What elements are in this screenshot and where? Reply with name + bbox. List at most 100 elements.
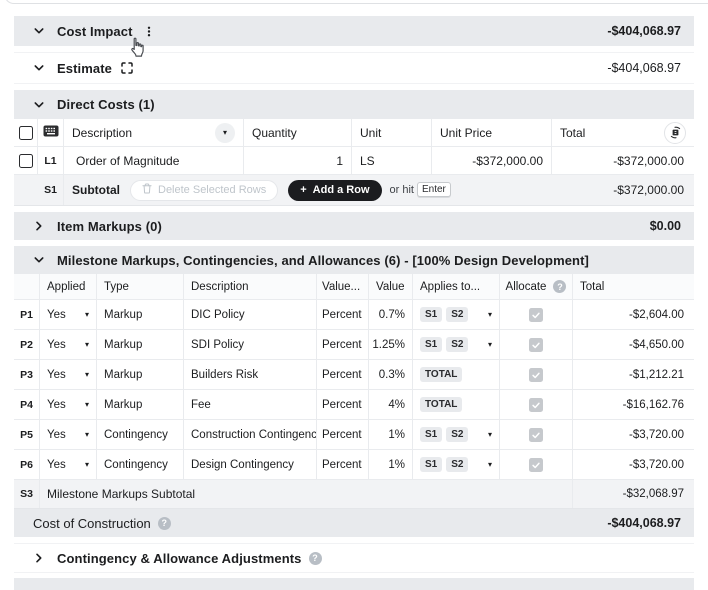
section-estimate[interactable]: Estimate -$404,068.97	[14, 52, 694, 84]
next-section-strip	[14, 578, 694, 590]
applied-dropdown[interactable]: Yes ▾	[40, 300, 97, 329]
description-cell[interactable]: Order of Magnitude	[64, 147, 244, 174]
allocate-checkbox[interactable]	[529, 307, 543, 322]
description-cell[interactable]: Construction Contingency	[184, 420, 317, 449]
type-cell[interactable]: Markup	[97, 360, 184, 389]
applies-to-dropdown[interactable]: S1 S2 ▾	[413, 330, 500, 359]
chevron-down-icon[interactable]	[33, 99, 45, 111]
keyboard-icon[interactable]	[43, 125, 59, 140]
description-cell[interactable]: Fee	[184, 390, 317, 419]
chevron-right-icon[interactable]	[33, 220, 45, 232]
subtotal-total: -$32,068.97	[622, 488, 684, 500]
row-checkbox[interactable]	[18, 153, 33, 168]
kebab-menu-icon[interactable]	[143, 25, 155, 38]
description-cell[interactable]: Builders Risk	[184, 360, 317, 389]
value-type-cell[interactable]: Percent	[317, 300, 369, 329]
value-cell[interactable]: 4%	[369, 390, 413, 419]
cost-of-construction-help-icon[interactable]: ?	[157, 516, 171, 530]
allocate-checkbox[interactable]	[529, 367, 543, 382]
type-cell[interactable]: Contingency	[97, 450, 184, 479]
unit-cell[interactable]: LS	[352, 147, 432, 174]
applies-to-dropdown[interactable]: TOTAL	[413, 360, 500, 389]
milestone-row-P3: P3 Yes ▾ Markup Builders Risk Percent 0.3…	[14, 360, 694, 390]
milestone-subtotal-row: S3 Milestone Markups Subtotal -$32,068.9…	[14, 480, 694, 508]
section-contingency-adjustments[interactable]: Contingency & Allowance Adjustments ?	[14, 543, 694, 573]
quantity-value: 1	[336, 153, 343, 168]
chevron-down-icon[interactable]	[33, 254, 45, 266]
value-type-cell[interactable]: Percent	[317, 360, 369, 389]
allocate-checkbox[interactable]	[529, 337, 543, 352]
table-sync-icon[interactable]	[664, 121, 686, 144]
row-label-cell: P6	[14, 450, 40, 479]
description-cell[interactable]: Design Contingency	[184, 450, 317, 479]
unit-value: LS	[360, 153, 375, 168]
applies-to-dropdown[interactable]: S1 S2 ▾	[413, 300, 500, 329]
add-row-button[interactable]: + Add a Row	[288, 179, 382, 201]
unit-price-cell[interactable]: -$372,000.00	[432, 147, 552, 174]
type-cell[interactable]: Markup	[97, 300, 184, 329]
description-cell[interactable]: SDI Policy	[184, 330, 317, 359]
value-type-cell[interactable]: Percent	[317, 450, 369, 479]
type-cell[interactable]: Markup	[97, 390, 184, 419]
allocate-help-icon[interactable]: ?	[553, 280, 567, 293]
applies-chip: S2	[446, 337, 469, 352]
value-type-cell[interactable]: Percent	[317, 420, 369, 449]
description-column-menu[interactable]: ▾	[215, 122, 235, 143]
description-cell[interactable]: DIC Policy	[184, 300, 317, 329]
chevron-right-icon[interactable]	[33, 552, 45, 564]
cost-impact-panel: Cost Impact -$404,068.97 Estimate -$404,…	[14, 16, 694, 590]
delete-selected-rows-button[interactable]: Delete Selected Rows	[130, 179, 279, 201]
allocate-checkbox[interactable]	[529, 427, 543, 442]
section-cost-impact[interactable]: Cost Impact -$404,068.97	[14, 16, 694, 46]
total-cell: -$372,000.00	[552, 147, 694, 174]
milestone-row-P5: P5 Yes ▾ Contingency Construction Conting…	[14, 420, 694, 450]
applies-to-dropdown[interactable]: S1 S2 ▾	[413, 450, 500, 479]
row-label-cell: P4	[14, 390, 40, 419]
select-all-cell	[14, 119, 38, 146]
item-markups-title: Item Markups (0)	[57, 218, 162, 234]
allocate-checkbox[interactable]	[529, 397, 543, 412]
applies-to-dropdown[interactable]: TOTAL	[413, 390, 500, 419]
applied-dropdown[interactable]: Yes ▾	[40, 360, 97, 389]
value-type-cell[interactable]: Percent	[317, 390, 369, 419]
applies-to-dropdown[interactable]: S1 S2 ▾	[413, 420, 500, 449]
plus-icon: +	[300, 184, 307, 196]
select-all-checkbox[interactable]	[18, 125, 33, 140]
type-cell[interactable]: Markup	[97, 330, 184, 359]
applied-dropdown[interactable]: Yes ▾	[40, 390, 97, 419]
add-row-hint: or hitEnterin the last row to add anothe…	[390, 181, 452, 198]
applies-chip: S1	[420, 307, 443, 322]
applied-dropdown[interactable]: Yes ▾	[40, 450, 97, 479]
section-item-markups[interactable]: Item Markups (0) $0.00	[14, 212, 694, 240]
section-milestone-markups[interactable]: Milestone Markups, Contingencies, and Al…	[14, 246, 694, 274]
value-cell[interactable]: 1.25%	[369, 330, 413, 359]
chevron-down-icon[interactable]	[33, 25, 45, 37]
milestone-row-P4: P4 Yes ▾ Markup Fee Percent 4% TOTAL -$16…	[14, 390, 694, 420]
value-cell[interactable]: 1%	[369, 450, 413, 479]
applied-dropdown[interactable]: Yes ▾	[40, 420, 97, 449]
applied-dropdown[interactable]: Yes ▾	[40, 330, 97, 359]
subtotal-title-cell: Milestone Markups Subtotal	[40, 480, 573, 508]
row-label: P1	[20, 308, 33, 321]
section-direct-costs[interactable]: Direct Costs (1)	[14, 90, 694, 119]
expand-icon[interactable]	[121, 62, 133, 74]
allocate-checkbox[interactable]	[529, 457, 543, 472]
total-cell: -$4,650.00	[629, 338, 684, 351]
allocate-cell	[500, 360, 573, 389]
value-cell[interactable]: 0.7%	[369, 300, 413, 329]
value-type-cell[interactable]: Percent	[317, 330, 369, 359]
cost-of-construction-amount: -$404,068.97	[607, 516, 681, 530]
chevron-down-icon: ▾	[84, 339, 89, 349]
value-cell[interactable]: 1%	[369, 420, 413, 449]
row-label-cell: P1	[14, 300, 40, 329]
chevron-down-icon: ▾	[84, 369, 89, 379]
chevron-down-icon[interactable]	[33, 62, 45, 74]
quantity-header: Quantity	[252, 125, 297, 140]
total-cell: -$16,162.76	[622, 398, 684, 411]
quantity-cell[interactable]: 1	[244, 147, 352, 174]
type-cell[interactable]: Contingency	[97, 420, 184, 449]
contingency-help-icon[interactable]: ?	[308, 551, 322, 565]
value-cell[interactable]: 0.3%	[369, 360, 413, 389]
total-header: Total	[560, 125, 586, 140]
value-header: Value	[376, 280, 405, 293]
